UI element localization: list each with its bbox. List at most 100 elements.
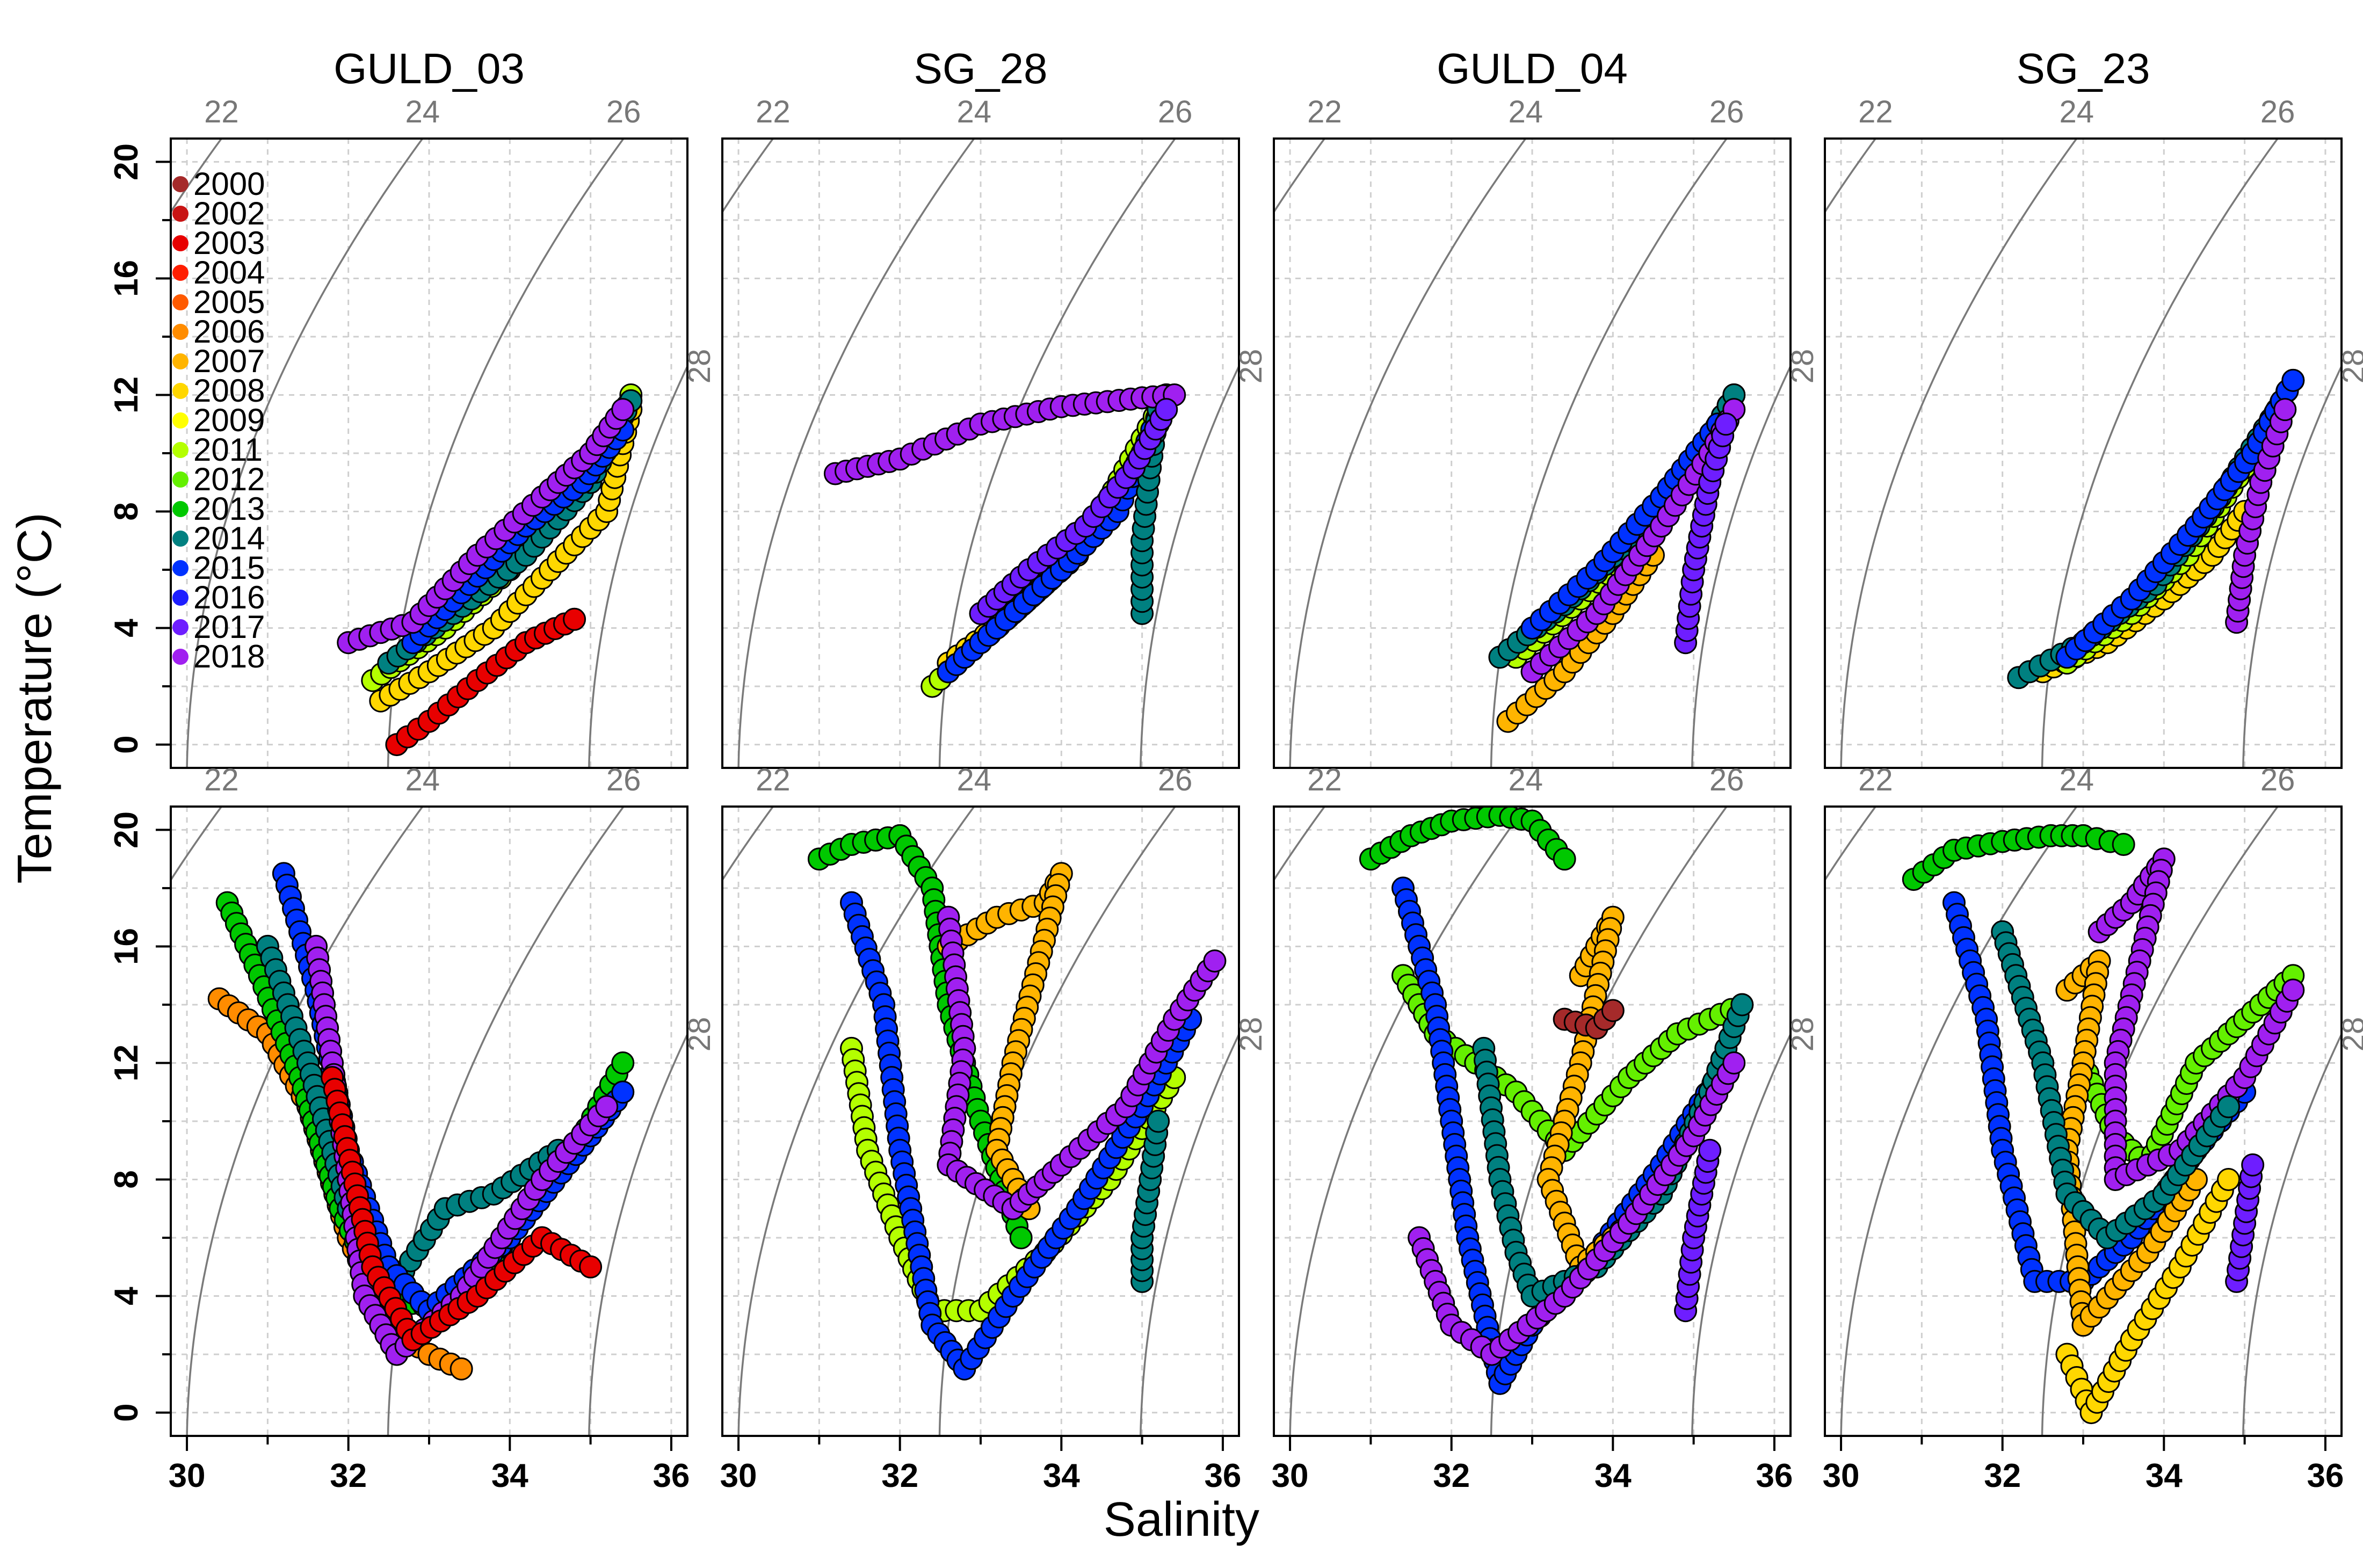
x-tick-label: 32 <box>330 1457 367 1494</box>
legend-marker <box>172 294 189 310</box>
isopycnal-line <box>588 1032 687 1436</box>
panel-grid: GULD_03 SG_28 GULD_04 SG_230481216202000200… <box>108 45 2363 1494</box>
y-tick-label: 8 <box>108 1170 145 1188</box>
isopycnal-label: 28 <box>682 349 717 384</box>
isopycnal-label: 28 <box>1785 349 1820 384</box>
y-tick-label: 0 <box>108 1403 145 1421</box>
y-tick-label: 8 <box>108 502 145 520</box>
x-tick-label: 34 <box>491 1457 528 1494</box>
x-tick-label: 34 <box>1594 1457 1632 1494</box>
legend-marker <box>172 176 189 192</box>
column-title: GULD_03 <box>334 45 525 92</box>
data-point <box>579 1255 603 1279</box>
x-tick-label: 30 <box>169 1457 206 1494</box>
isopycnal-line <box>186 807 424 1436</box>
data-points <box>1359 807 1754 1395</box>
isopycnal-label: 24 <box>1509 763 1543 797</box>
data-points <box>823 383 1186 698</box>
x-tick-label: 36 <box>1204 1457 1241 1494</box>
isopycnal-label: 26 <box>606 763 641 797</box>
isopycnal-line <box>2242 364 2342 768</box>
data-point <box>1147 1109 1170 1133</box>
isopycnal-line <box>2242 1032 2342 1436</box>
legend-label: 2006 <box>193 314 265 350</box>
x-tick-label: 30 <box>1272 1457 1309 1494</box>
data-point <box>563 607 586 631</box>
y-tick-label: 12 <box>108 1044 145 1081</box>
data-point <box>1714 412 1738 436</box>
data-points <box>337 383 643 757</box>
isopycnal-label: 26 <box>1158 763 1193 797</box>
isopycnal-line <box>171 807 222 882</box>
isopycnal-line <box>1289 807 1527 1436</box>
x-tick-label: 34 <box>1043 1457 1080 1494</box>
legend-marker <box>172 471 189 488</box>
y-tick-label: 0 <box>108 735 145 753</box>
legend-label: 2016 <box>193 579 265 615</box>
x-tick-label: 32 <box>881 1457 918 1494</box>
isopycnal-line <box>1840 139 2078 768</box>
isopycnal-line <box>1691 1032 1791 1436</box>
y-tick-label: 20 <box>108 143 145 180</box>
x-axis-title: Salinity <box>1104 1493 1259 1547</box>
y-tick-label: 4 <box>108 619 145 637</box>
data-points <box>207 862 635 1381</box>
legend-label: 2002 <box>193 195 265 231</box>
legend-label: 2007 <box>193 343 265 379</box>
isopycnal-label: 22 <box>756 763 791 797</box>
isopycnal-label: 22 <box>204 763 239 797</box>
data-point <box>1730 993 1754 1017</box>
data-point <box>611 398 635 422</box>
legend-marker <box>172 235 189 251</box>
data-point <box>611 1080 635 1104</box>
y-tick-label: 20 <box>108 811 145 848</box>
legend-marker <box>172 206 189 222</box>
legend-label: 2015 <box>193 550 265 586</box>
panel-frame <box>721 137 1240 769</box>
y-tick-label: 16 <box>108 260 145 297</box>
data-point <box>450 1357 473 1381</box>
data-point <box>611 1051 635 1075</box>
column-title: SG_28 <box>914 45 1047 92</box>
legend-marker <box>172 265 189 281</box>
data-point <box>2217 1168 2241 1192</box>
isopycnal-label: 24 <box>2060 95 2094 129</box>
legend-marker <box>172 442 189 458</box>
data-point <box>1553 847 1576 871</box>
isopycnal-label: 22 <box>1858 95 1893 129</box>
isopycnal-label: 22 <box>1858 763 1893 797</box>
isopycnal-label: 24 <box>957 763 992 797</box>
isopycnal-label: 26 <box>1709 95 1744 129</box>
isopycnal-label: 26 <box>2260 95 2295 129</box>
isopycnal-line <box>737 139 975 768</box>
panel-frame <box>1824 137 2343 769</box>
data-points <box>807 824 1227 1381</box>
isopycnal-label: 24 <box>405 763 440 797</box>
legend-marker <box>172 324 189 340</box>
legend-label: 2008 <box>193 373 265 409</box>
legend-marker <box>172 353 189 369</box>
y-tick-label: 4 <box>108 1287 145 1305</box>
legend-marker <box>172 531 189 547</box>
isopycnal-line <box>1289 139 1527 768</box>
isopycnal-line <box>1691 364 1791 768</box>
isopycnal-line <box>588 364 687 768</box>
isopycnal-label: 22 <box>1307 95 1342 129</box>
legend-marker <box>172 412 189 429</box>
panel: 30 32 34 36 <box>1272 805 1793 1494</box>
isopycnal-label: 28 <box>682 1017 717 1052</box>
legend-marker <box>172 590 189 606</box>
data-points <box>1902 824 2305 1425</box>
grid <box>171 139 687 768</box>
legend-marker <box>172 649 189 665</box>
data-point <box>595 1095 619 1119</box>
legend-label: 2003 <box>193 225 265 261</box>
data-point <box>1698 1138 1722 1162</box>
isopycnal-label: 26 <box>606 95 641 129</box>
legend-label: 2018 <box>193 638 265 674</box>
legend-label: 2011 <box>193 432 263 468</box>
isopycnal-label: 28 <box>1234 1017 1269 1052</box>
x-tick-label: 30 <box>1823 1457 1860 1494</box>
data-point <box>2241 1153 2265 1177</box>
